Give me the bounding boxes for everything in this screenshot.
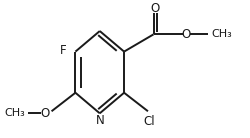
Text: CH₃: CH₃: [211, 29, 232, 39]
Text: O: O: [182, 28, 191, 41]
Text: CH₃: CH₃: [4, 108, 25, 118]
Text: N: N: [96, 114, 104, 127]
Text: Cl: Cl: [144, 115, 155, 128]
Text: O: O: [41, 107, 50, 120]
Text: F: F: [60, 44, 66, 57]
Text: O: O: [151, 2, 160, 15]
